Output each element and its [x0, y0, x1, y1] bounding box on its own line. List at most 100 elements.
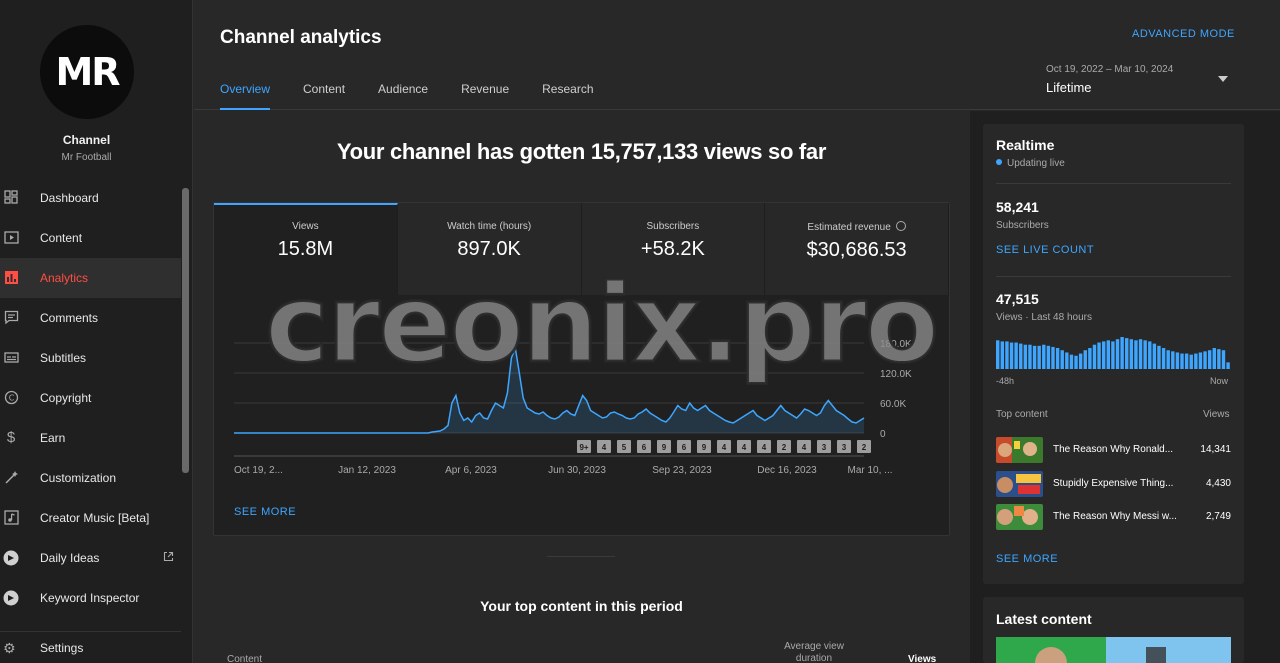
realtime-bar[interactable] [1171, 351, 1175, 369]
realtime-bar[interactable] [1037, 345, 1041, 369]
sidebar-item-subtitles[interactable]: Subtitles [0, 338, 181, 378]
video-marker[interactable]: 2 [857, 440, 871, 453]
sidebar-item-earn[interactable]: $ Earn [0, 418, 181, 458]
realtime-bar[interactable] [1032, 345, 1037, 369]
realtime-bar[interactable] [1217, 349, 1221, 369]
video-title[interactable]: Stupidly Expensive Thing... [1053, 478, 1174, 489]
tab-audience[interactable]: Audience [378, 82, 429, 96]
video-marker[interactable]: 4 [597, 440, 611, 453]
tab-overview[interactable]: Overview [220, 82, 271, 110]
list-item[interactable]: Stupidly Expensive Thing... 4,430 [996, 471, 1231, 497]
sidebar-item-copyright[interactable]: C Copyright [0, 378, 181, 418]
video-marker[interactable]: 5 [617, 440, 631, 453]
latest-video-thumbnail[interactable] [996, 637, 1231, 663]
video-thumbnail[interactable] [996, 471, 1043, 497]
realtime-see-more-button[interactable]: SEE MORE [996, 553, 1059, 565]
realtime-bar[interactable] [1212, 348, 1216, 369]
realtime-bar[interactable] [1184, 353, 1189, 369]
realtime-bar[interactable] [1097, 342, 1101, 369]
realtime-bar[interactable] [1129, 339, 1134, 369]
video-marker[interactable]: 2 [777, 440, 791, 453]
see-live-count-button[interactable]: SEE LIVE COUNT [996, 244, 1095, 256]
realtime-bar[interactable] [1000, 341, 1005, 369]
date-range-text[interactable]: Oct 19, 2022 – Mar 10, 2024 [1046, 64, 1174, 75]
video-marker[interactable]: 3 [817, 440, 831, 453]
tab-research[interactable]: Research [542, 82, 594, 96]
realtime-bar[interactable] [996, 340, 1000, 369]
realtime-bar[interactable] [1138, 339, 1143, 369]
sidebar-item-creator-music[interactable]: Creator Music [Beta] [0, 498, 181, 538]
sidebar-item-settings[interactable]: ⚙ Settings [0, 631, 181, 663]
video-title[interactable]: The Reason Why Messi w... [1053, 511, 1177, 522]
video-thumbnail[interactable] [996, 437, 1043, 463]
realtime-bar[interactable] [1028, 344, 1032, 369]
realtime-bar[interactable] [1088, 348, 1092, 369]
video-title[interactable]: The Reason Why Ronald... [1053, 444, 1174, 455]
realtime-bar[interactable] [1051, 346, 1055, 369]
realtime-bar[interactable] [1134, 340, 1138, 369]
views-chart[interactable]: 180.0K 120.0K 60.0K 0 9+ 4 5 6 9 6 9 4 4 4 2 4 3 3 2 Oct 19… [214, 303, 949, 493]
realtime-bar[interactable] [1078, 353, 1083, 369]
realtime-bar[interactable] [1207, 350, 1212, 369]
realtime-bar[interactable] [1074, 355, 1078, 369]
sidebar-item-dashboard[interactable]: Dashboard [0, 178, 181, 218]
realtime-bar[interactable] [1189, 354, 1193, 369]
sidebar-scrollbar[interactable] [182, 188, 189, 473]
sidebar-item-content[interactable]: Content [0, 218, 181, 258]
realtime-bar[interactable] [1166, 350, 1170, 369]
realtime-bar[interactable] [1194, 353, 1198, 369]
realtime-bar[interactable] [1120, 337, 1124, 369]
list-item[interactable]: The Reason Why Messi w... 2,749 [996, 504, 1231, 530]
video-marker[interactable]: 3 [837, 440, 851, 453]
tab-revenue[interactable]: Revenue [461, 82, 510, 96]
table-header-views[interactable]: Views [908, 654, 937, 663]
video-marker[interactable]: 9 [657, 440, 671, 453]
video-marker[interactable]: 6 [637, 440, 651, 453]
realtime-bar[interactable] [1055, 348, 1060, 369]
video-marker[interactable]: 6 [677, 440, 691, 453]
metric-views[interactable]: Views 15.8M [214, 203, 398, 295]
sidebar-item-customization[interactable]: Customization [0, 458, 181, 498]
video-thumbnail[interactable] [996, 504, 1043, 530]
video-marker[interactable]: 4 [797, 440, 811, 453]
video-marker[interactable]: 4 [737, 440, 751, 453]
external-link-icon[interactable] [163, 551, 174, 565]
channel-avatar[interactable]: MR [40, 25, 134, 119]
video-marker[interactable]: 4 [757, 440, 771, 453]
video-marker[interactable]: 9+ [577, 440, 591, 453]
realtime-bar[interactable] [1198, 352, 1203, 369]
video-marker[interactable]: 9 [697, 440, 711, 453]
realtime-bar[interactable] [1111, 341, 1115, 369]
realtime-bar[interactable] [1069, 354, 1074, 369]
metric-subscribers[interactable]: Subscribers +58.2K [581, 203, 766, 295]
views-line[interactable] [234, 345, 865, 434]
realtime-bar[interactable] [1083, 350, 1087, 369]
realtime-bar[interactable] [1226, 362, 1230, 369]
realtime-bar[interactable] [1148, 341, 1152, 369]
realtime-bar[interactable] [1019, 343, 1023, 369]
realtime-bar[interactable] [1175, 352, 1180, 369]
metric-revenue[interactable]: Estimated revenue $30,686.53 [765, 203, 949, 295]
realtime-bar[interactable] [1143, 340, 1147, 369]
sidebar-item-analytics[interactable]: Analytics [0, 258, 181, 298]
advanced-mode-button[interactable]: ADVANCED MODE [1132, 28, 1235, 40]
table-header-avg-duration[interactable]: Average view duration [784, 641, 844, 663]
realtime-bar[interactable] [1152, 343, 1157, 369]
sidebar-item-daily-ideas[interactable]: Daily Ideas [0, 538, 181, 578]
realtime-bar[interactable] [1014, 342, 1018, 369]
realtime-bar[interactable] [1157, 345, 1161, 369]
date-range-selector[interactable]: Lifetime [1046, 80, 1092, 95]
realtime-views-bars[interactable] [996, 337, 1231, 369]
list-item[interactable]: The Reason Why Ronald... 14,341 [996, 437, 1231, 463]
realtime-bar[interactable] [1203, 351, 1207, 369]
realtime-bar[interactable] [1101, 341, 1106, 369]
realtime-bar[interactable] [1042, 344, 1046, 369]
realtime-bar[interactable] [1023, 344, 1028, 369]
realtime-bar[interactable] [1106, 340, 1110, 369]
realtime-bar[interactable] [1005, 341, 1009, 369]
realtime-bar[interactable] [1060, 350, 1064, 369]
video-marker[interactable]: 4 [717, 440, 731, 453]
realtime-bar[interactable] [1009, 342, 1014, 369]
chevron-down-icon[interactable] [1218, 76, 1228, 82]
realtime-bar[interactable] [1161, 348, 1166, 369]
